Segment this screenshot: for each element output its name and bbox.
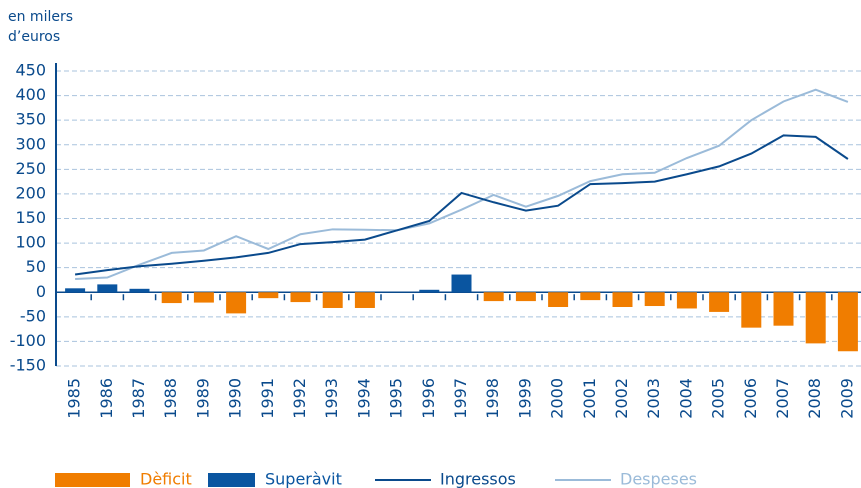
line (74, 134, 849, 276)
x-tick-label: 1989 (193, 378, 212, 419)
bar (97, 284, 118, 293)
bar (161, 292, 182, 304)
x-tick-label: 1990 (226, 378, 245, 419)
y-tick-label: 50 (26, 257, 46, 276)
x-tick-label: 1996 (419, 378, 438, 419)
line (75, 88, 849, 280)
bar (515, 292, 536, 302)
legend-label: Superàvit (265, 470, 342, 488)
y-tick-label: -50 (20, 306, 46, 325)
bar (258, 292, 279, 299)
y-tick-label: 350 (15, 110, 46, 129)
y-tick-label: 150 (15, 208, 46, 227)
x-tick-label: 2008 (805, 378, 824, 419)
x-tick-label: 1988 (161, 378, 180, 419)
x-tick-label: 1992 (290, 378, 309, 419)
x-tick-label: 1993 (322, 378, 341, 419)
x-tick-label: 1987 (129, 378, 148, 419)
legend-label: Dèficit (140, 470, 192, 488)
bar (741, 292, 762, 328)
bar (837, 292, 858, 352)
x-tick-label: 2001 (580, 378, 599, 419)
bar (644, 292, 665, 307)
x-tick-label: 1994 (354, 378, 373, 419)
legend-label: Ingressos (440, 470, 516, 488)
x-tick-label: 1998 (483, 378, 502, 419)
x-tick-label: 1995 (387, 378, 406, 419)
x-tick-label: 2000 (548, 378, 567, 419)
x-tick-label: 1986 (97, 378, 116, 419)
bar (290, 292, 311, 303)
bar (65, 288, 86, 293)
y-tick-label: 0 (36, 282, 46, 301)
bar (548, 292, 569, 307)
y-tick-label: 200 (15, 183, 46, 202)
x-tick-label: 2007 (773, 378, 792, 419)
legend-label: Despeses (620, 470, 697, 488)
y-axis-label: en milers (8, 9, 73, 25)
bar (322, 292, 343, 308)
bar (805, 292, 826, 344)
x-tick-label: 2006 (741, 378, 760, 419)
bar (483, 292, 504, 302)
y-tick-label: 250 (15, 159, 46, 178)
y-tick-label: 450 (15, 61, 46, 80)
bar (773, 292, 794, 326)
bar (129, 288, 150, 293)
legend-swatch (208, 473, 255, 487)
bar (419, 289, 440, 293)
x-tick-label: 1997 (451, 378, 470, 419)
legend-swatch (55, 473, 130, 487)
x-tick-label: 2002 (612, 378, 631, 419)
y-tick-label: 100 (15, 233, 46, 252)
bar (354, 292, 375, 308)
bar (612, 292, 633, 307)
x-tick-label: 2003 (644, 378, 663, 419)
x-tick-label: 1985 (65, 378, 84, 419)
bar (709, 292, 730, 312)
y-tick-label: 300 (15, 134, 46, 153)
bar (451, 274, 472, 293)
y-tick-label: -150 (10, 356, 46, 375)
x-tick-label: 1991 (258, 378, 277, 419)
x-tick-label: 2004 (676, 378, 695, 419)
x-tick-label: 2005 (709, 378, 728, 419)
y-axis-label: d’euros (8, 29, 60, 45)
bar (676, 292, 697, 309)
x-tick-label: 1999 (515, 378, 534, 419)
y-tick-label: 400 (15, 85, 46, 104)
bar (193, 292, 214, 303)
bar (226, 292, 247, 314)
bar (580, 292, 601, 301)
x-tick-label: 2009 (837, 378, 856, 419)
y-tick-label: -100 (10, 331, 46, 350)
